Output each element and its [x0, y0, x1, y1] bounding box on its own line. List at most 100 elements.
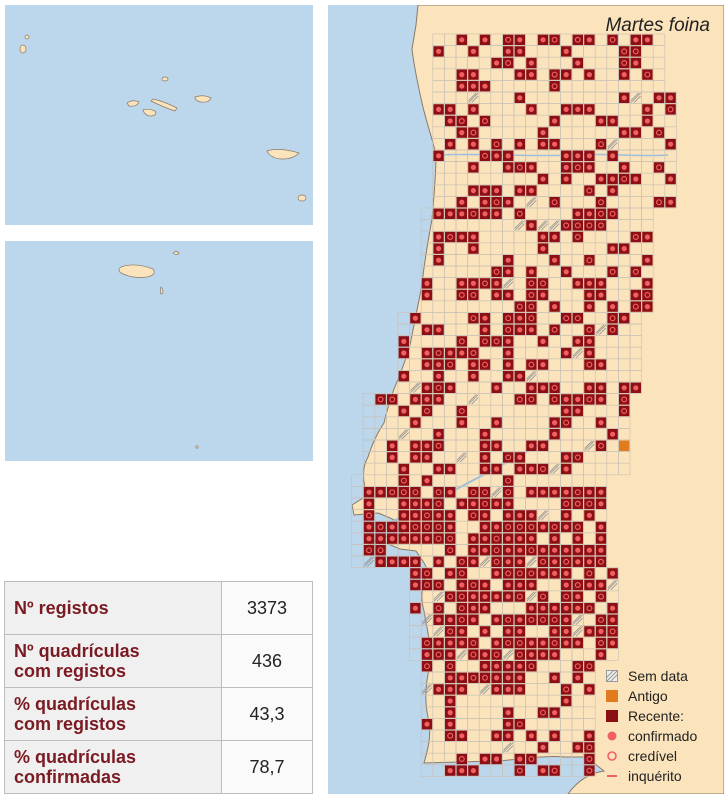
record-dot [610, 605, 616, 611]
record-dot [494, 188, 500, 194]
dash-icon [607, 775, 617, 777]
record-dot [621, 59, 628, 66]
occupied-cell [561, 313, 572, 324]
record-dot [494, 663, 500, 669]
record-dot [586, 338, 592, 344]
occupied-cell [433, 347, 444, 359]
occupied-cell [619, 57, 630, 69]
legend-sem-data: Sem data [604, 666, 697, 686]
record-dot [470, 512, 477, 519]
record-dot [470, 617, 476, 623]
record-dot [378, 559, 384, 565]
record-dot [505, 710, 511, 716]
occupied-cell [491, 139, 502, 150]
record-dot [528, 280, 535, 287]
legend-credivel-label: credível [628, 748, 678, 764]
record-dot [656, 199, 663, 206]
record-dot [494, 686, 500, 693]
occupied-cell [526, 753, 537, 765]
record-dot [621, 72, 627, 78]
record-dot [436, 246, 442, 252]
hatched-cell [468, 394, 479, 405]
record-dot [598, 176, 604, 182]
record-dot [447, 640, 453, 646]
record-dot [540, 385, 546, 391]
record-dot [517, 663, 523, 669]
record-dot [494, 60, 500, 66]
occupied-cell [491, 533, 502, 544]
occupied-cell [433, 440, 444, 451]
occupied-cell [514, 649, 525, 660]
grid-cell [351, 532, 364, 545]
record-dot [610, 640, 616, 646]
record-dot [505, 523, 512, 530]
record-dot [482, 199, 488, 205]
record-dot [458, 338, 465, 345]
record-dot [494, 524, 500, 530]
occupied-cell [433, 382, 444, 393]
occupied-cell [619, 405, 630, 417]
occupied-cell [595, 208, 607, 219]
record-dot [621, 246, 627, 252]
record-dot [435, 581, 442, 588]
record-dot [423, 512, 430, 519]
record-dot [517, 559, 523, 565]
record-dot [552, 559, 558, 565]
record-dot [551, 326, 558, 333]
record-dot [401, 559, 407, 565]
hatched-cell [607, 139, 618, 150]
occupied-cell [503, 614, 514, 625]
record-dot [447, 106, 453, 112]
record-dot [586, 512, 592, 518]
record-dot [598, 222, 605, 229]
occupied-cell [410, 521, 421, 533]
record-dot [389, 524, 395, 530]
occupied-cell [456, 289, 467, 301]
record-dot [470, 536, 476, 542]
occupied-cell [445, 730, 456, 741]
record-dot [458, 292, 465, 299]
record-dot [540, 176, 546, 182]
occupied-cell [584, 185, 595, 196]
record-dot [563, 176, 569, 182]
record-dot [575, 396, 581, 402]
madeira-inset-map [5, 241, 313, 461]
occupied-cell [595, 591, 607, 602]
record-dot [644, 37, 650, 43]
occupied-cell [433, 487, 444, 498]
record-dot [528, 327, 534, 333]
record-dot [482, 605, 488, 611]
occupied-cell [456, 336, 467, 347]
hatched-cell [421, 614, 433, 625]
record-dot [575, 640, 581, 646]
record-dot [563, 500, 570, 507]
record-dot [482, 756, 488, 762]
stats-row-pct-confirmadas: % quadrículas confirmadas 78,7 [4, 740, 313, 794]
record-dot [505, 628, 511, 635]
record-dot [470, 768, 476, 774]
occupied-cell [503, 57, 514, 69]
record-dot [470, 674, 477, 681]
occupied-cell [584, 765, 595, 776]
record-dot [586, 326, 593, 333]
occupied-cell [375, 394, 386, 405]
madeira-islands [118, 251, 199, 449]
record-dot [459, 733, 465, 739]
record-dot [412, 454, 418, 460]
record-dot [517, 188, 523, 194]
record-dot [401, 501, 407, 507]
occupied-cell [549, 197, 560, 208]
record-dot [621, 176, 628, 183]
record-dot [482, 500, 489, 507]
record-dot [586, 686, 592, 693]
legend-sem-data-label: Sem data [628, 668, 688, 684]
occupied-cell [561, 498, 572, 509]
record-dot [435, 489, 442, 496]
record-dot [470, 547, 476, 553]
occupied-cell [503, 521, 514, 533]
record-dot [528, 523, 535, 530]
occupied-cell [549, 34, 560, 45]
record-dot [528, 303, 535, 310]
occupied-cell [421, 521, 433, 533]
record-dot [528, 570, 535, 577]
